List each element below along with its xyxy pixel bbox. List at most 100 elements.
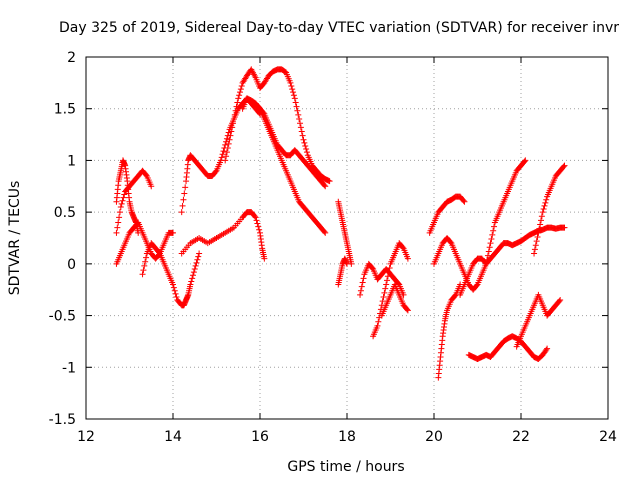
- data-point: [230, 120, 237, 127]
- data-point: [383, 281, 390, 288]
- data-point: [224, 145, 231, 152]
- data-point: [190, 272, 197, 279]
- data-point: [191, 266, 198, 273]
- x-tick-label: 24: [599, 429, 617, 445]
- data-point: [322, 183, 329, 190]
- data-point: [188, 278, 195, 285]
- data-point: [178, 209, 185, 216]
- data-point: [170, 284, 177, 291]
- plot-frame: [85, 56, 609, 420]
- data-point: [292, 99, 299, 106]
- series-track-15: [426, 193, 468, 236]
- data-point: [385, 269, 392, 276]
- data-point: [230, 116, 237, 123]
- data-point: [395, 280, 402, 287]
- data-point: [532, 242, 539, 249]
- chart-title: Day 325 of 2019, Sidereal Day-to-day VTE…: [59, 20, 619, 36]
- data-point: [227, 132, 234, 139]
- data-point: [543, 346, 550, 353]
- data-point: [289, 86, 296, 93]
- series-track-14: [378, 281, 411, 319]
- data-point: [303, 149, 310, 156]
- data-point: [404, 306, 411, 313]
- data-point: [488, 236, 495, 243]
- data-point: [522, 157, 529, 164]
- data-point: [219, 151, 226, 158]
- series-track-18: [457, 224, 568, 298]
- series-track-7: [222, 66, 333, 185]
- data-point: [232, 107, 239, 114]
- data-points: [113, 66, 568, 381]
- data-point: [253, 217, 260, 224]
- series-track-1: [113, 157, 142, 236]
- y-tick-label: 0: [67, 257, 76, 273]
- data-point: [381, 289, 388, 296]
- data-point: [195, 253, 202, 260]
- data-point: [116, 214, 123, 221]
- data-point: [321, 182, 328, 189]
- data-point: [293, 103, 300, 110]
- data-point: [236, 92, 243, 99]
- data-point: [172, 290, 179, 297]
- data-point: [299, 132, 306, 139]
- data-point: [486, 244, 493, 251]
- data-point: [399, 244, 406, 251]
- data-point: [141, 262, 148, 269]
- data-point: [223, 149, 230, 156]
- data-point: [193, 259, 200, 266]
- y-tick-label: 0.5: [54, 205, 76, 221]
- x-tick-label: 22: [512, 429, 530, 445]
- data-point: [290, 92, 297, 99]
- series-track-2: [113, 167, 155, 236]
- data-point: [359, 279, 366, 286]
- data-point: [531, 246, 538, 253]
- x-tick-label: 20: [425, 429, 443, 445]
- data-point: [447, 239, 454, 246]
- data-point: [114, 224, 121, 231]
- data-point: [229, 124, 236, 131]
- data-point: [218, 154, 225, 161]
- data-point: [140, 267, 147, 274]
- data-point: [256, 226, 263, 233]
- data-point: [375, 318, 382, 325]
- data-point: [485, 248, 492, 255]
- data-point: [300, 136, 307, 143]
- data-point: [360, 275, 367, 282]
- data-point: [491, 223, 498, 230]
- data-point: [143, 254, 150, 261]
- data-point: [237, 86, 244, 93]
- data-point: [297, 120, 304, 127]
- data-point: [288, 82, 295, 89]
- y-tick-label: 2: [67, 50, 76, 66]
- data-point: [189, 275, 196, 282]
- data-point: [344, 260, 350, 267]
- data-point: [384, 273, 391, 280]
- x-tick-label: 12: [77, 429, 95, 445]
- data-point: [489, 231, 496, 238]
- data-point: [119, 197, 126, 204]
- series-track-10: [335, 198, 355, 267]
- data-point: [113, 229, 120, 236]
- data-point: [226, 136, 233, 143]
- data-point: [404, 255, 411, 262]
- data-point: [252, 214, 259, 221]
- data-point: [404, 307, 411, 314]
- data-point: [298, 128, 305, 135]
- data-point: [536, 225, 543, 232]
- series-track-6: [178, 209, 268, 262]
- x-tick-label: 18: [338, 429, 356, 445]
- series-track-17: [435, 281, 464, 381]
- y-tick-label: -1: [62, 360, 76, 376]
- data-point: [182, 184, 189, 191]
- series-track-4: [139, 240, 203, 309]
- data-point: [287, 79, 294, 86]
- series-track-20: [513, 291, 564, 350]
- data-point: [295, 111, 302, 118]
- data-point: [115, 219, 122, 226]
- data-point: [225, 129, 232, 136]
- data-point: [118, 200, 125, 207]
- data-point: [561, 224, 568, 231]
- data-point: [473, 282, 480, 289]
- data-point: [382, 285, 389, 292]
